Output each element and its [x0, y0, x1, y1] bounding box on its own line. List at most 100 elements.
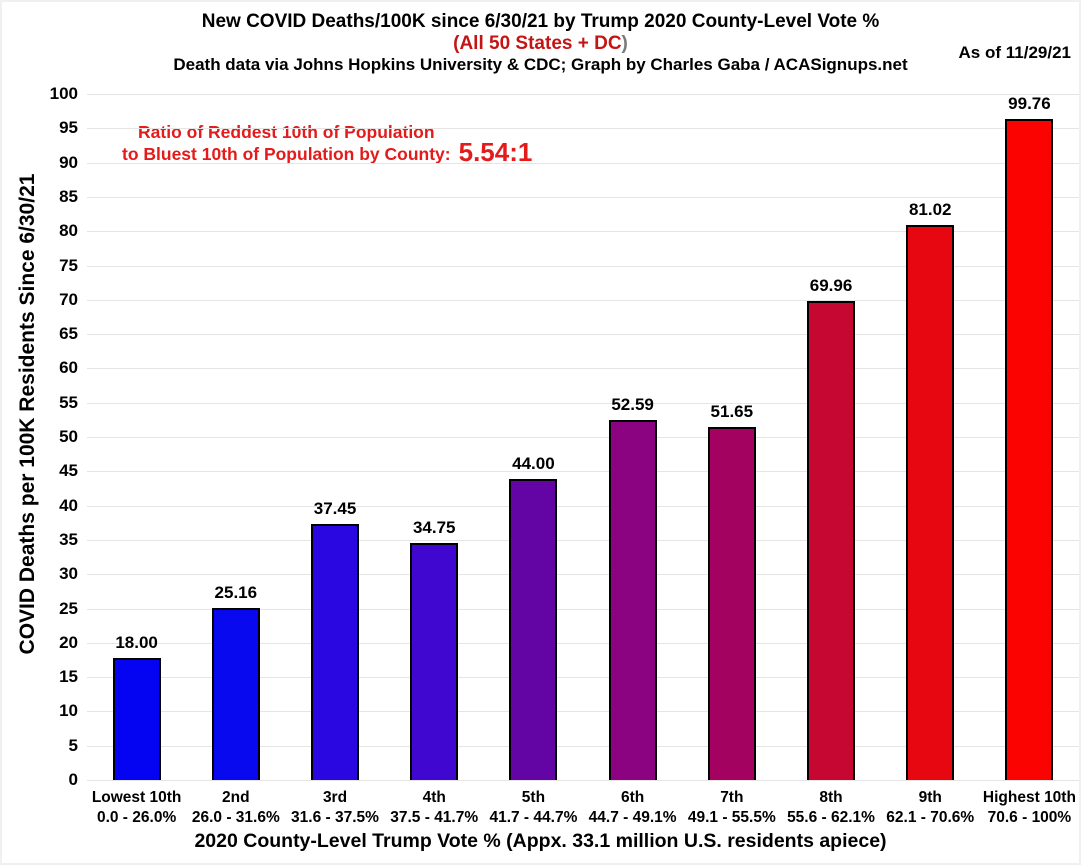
y-tick-label: 50 — [59, 427, 78, 446]
x-tick-label: 6th 44.7 - 49.1% — [583, 788, 682, 828]
bars: 18.00 25.16 37.45 34.75 44.00 52.59 51.65 69.96… — [87, 94, 1079, 780]
y-tick-label: 35 — [59, 529, 78, 549]
bar-value-label: 34.75 — [412, 517, 456, 537]
bar-column: 99.76 — [980, 94, 1079, 780]
bar-column: 18.00 — [87, 94, 186, 780]
x-tick-range: 0.0 - 26.0% — [96, 809, 177, 827]
y-tick-label: 70 — [59, 289, 78, 309]
ratio-annotation-text: Ratio of Reddest 10th of Population to B… — [122, 122, 451, 166]
ratio-annotation-line2: to Bluest 10th of Population by County: — [122, 143, 451, 164]
bar-4th — [410, 542, 459, 780]
bar-3rd — [311, 524, 359, 780]
x-tick-range: 44.7 - 49.1% — [588, 809, 677, 827]
gridline — [87, 265, 1079, 267]
gridline — [87, 539, 1079, 541]
plot-area: 18.00 25.16 37.45 34.75 44.00 52.59 51.65 69.96… — [87, 94, 1079, 781]
as-of-date: As of 11/29/21 — [958, 43, 1071, 62]
x-tick-range: 41.7 - 44.7% — [489, 809, 578, 827]
y-tick-label: 45 — [59, 461, 78, 481]
y-tick-label: 10 — [59, 701, 78, 721]
y-tick-label: 100 — [49, 84, 78, 103]
y-tick-label: 55 — [59, 392, 78, 412]
bar-column: 44.00 — [484, 94, 583, 780]
bar-value-label: 69.96 — [809, 276, 853, 296]
y-axis-ticks: 0 5 10 15 20 25 30 35 40 45 50 55 60 65 70 75 80 85 90 95 10… — [2, 84, 78, 789]
gridline — [87, 677, 1079, 679]
bar-value-label: 37.45 — [313, 499, 357, 519]
bar-column: 51.65 — [682, 94, 781, 780]
gridline — [87, 368, 1079, 370]
gridline — [87, 745, 1079, 747]
y-tick-label: 25 — [59, 598, 78, 618]
x-tick-label: Lowest 10th 0.0 - 26.0% — [87, 788, 186, 828]
gridline — [87, 780, 1079, 781]
gridline — [87, 642, 1079, 644]
y-tick-label: 90 — [59, 152, 78, 172]
x-tick-category: 6th — [620, 789, 645, 806]
bar-column: 81.02 — [881, 94, 980, 780]
x-tick-category: 2nd — [222, 789, 250, 806]
bar-column: 34.75 — [385, 94, 484, 780]
y-tick-label: 85 — [59, 186, 78, 206]
y-tick-label: 20 — [59, 632, 78, 652]
gridline — [87, 299, 1079, 301]
bar-5th — [509, 479, 558, 780]
x-tick-range: 37.5 - 41.7% — [390, 809, 479, 827]
y-tick-label: 75 — [59, 255, 78, 275]
bar-column: 37.45 — [285, 94, 384, 780]
bar-value-label: 25.16 — [214, 583, 258, 603]
y-tick-label: 80 — [59, 221, 78, 241]
x-tick-label: 2nd 26.0 - 31.6% — [186, 788, 285, 828]
gridline — [87, 162, 1079, 164]
x-tick-category: 3rd — [322, 789, 348, 806]
gridline — [87, 471, 1079, 473]
bar-9th — [906, 225, 955, 780]
chart-subtitle-red: (All 50 States + DC — [453, 33, 622, 54]
bar-value-label: 99.76 — [1008, 94, 1051, 113]
x-tick-range: 55.6 - 62.1% — [787, 809, 875, 827]
x-tick-range: 62.1 - 70.6% — [886, 809, 975, 827]
chart-credit: Death data via Johns Hopkins University … — [173, 55, 908, 74]
bar-value-label: 52.59 — [611, 395, 654, 415]
bar-column: 69.96 — [781, 94, 880, 780]
x-tick-category: 4th — [422, 789, 446, 806]
x-tick-range: 26.0 - 31.6% — [191, 809, 280, 827]
y-tick-label: 30 — [59, 564, 78, 584]
bar-column: 52.59 — [583, 94, 682, 780]
x-tick-label: 4th 37.5 - 41.7% — [385, 788, 484, 828]
x-tick-range: 31.6 - 37.5% — [291, 809, 379, 827]
gridline — [87, 608, 1079, 610]
x-axis-ticks: Lowest 10th 0.0 - 26.0% 2nd 26.0 - 31.6% 3rd… — [87, 788, 1079, 828]
ratio-annotation: Ratio of Reddest 10th of Population to B… — [122, 122, 532, 166]
x-tick-category: 8th — [819, 789, 843, 806]
x-tick-range: 70.6 - 100% — [987, 809, 1072, 827]
gridline — [87, 94, 1079, 95]
chart-subtitle-paren: ) — [621, 33, 628, 54]
x-tick-label: 7th 49.1 - 55.5% — [682, 788, 781, 828]
bar-value-label: 44.00 — [512, 454, 555, 474]
y-tick-label: 0 — [68, 770, 78, 789]
x-tick-label: 8th 55.6 - 62.1% — [781, 788, 880, 828]
bar-7th — [707, 426, 756, 780]
gridline — [87, 711, 1079, 713]
ratio-annotation-line1: Ratio of Reddest 10th of Population — [138, 122, 435, 142]
gridline — [87, 574, 1079, 576]
bar-value-label: 51.65 — [710, 401, 754, 421]
chart-title: New COVID Deaths/100K since 6/30/21 by T… — [201, 11, 880, 32]
gridline — [87, 231, 1079, 233]
y-tick-label: 95 — [59, 118, 78, 138]
x-tick-category: 9th — [918, 789, 942, 806]
x-tick-category: 5th — [521, 789, 546, 806]
x-tick-range: 49.1 - 55.5% — [687, 809, 776, 827]
bar-value-label: 81.02 — [908, 200, 952, 220]
gridline — [87, 334, 1079, 336]
bar-2nd — [211, 608, 260, 780]
gridline — [87, 437, 1079, 438]
bar-6th — [608, 420, 657, 780]
x-axis-title: 2020 County-Level Trump Vote % (Appx. 33… — [194, 830, 887, 852]
x-tick-category: Lowest 10th — [91, 789, 182, 806]
y-tick-label: 40 — [59, 495, 78, 515]
gridline — [87, 196, 1079, 198]
y-tick-label: 15 — [59, 667, 78, 687]
x-tick-category: 7th — [720, 789, 744, 806]
